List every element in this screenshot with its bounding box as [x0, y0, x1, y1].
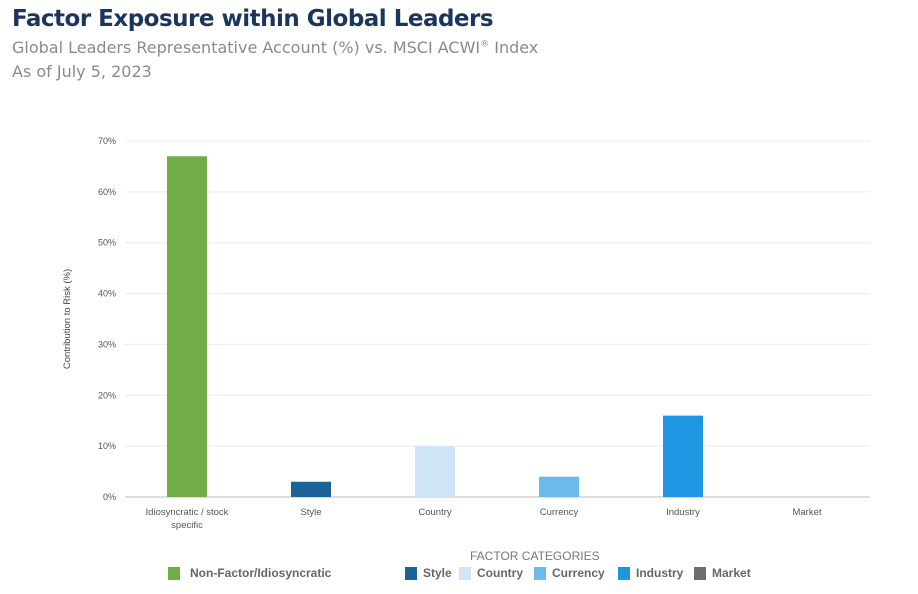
y-tick-label: 50% — [98, 238, 116, 248]
x-tick-label: Idiosyncratic / stock — [146, 507, 229, 518]
legend-swatch — [618, 566, 630, 580]
x-tick-label: Country — [418, 507, 452, 518]
legend-item[interactable]: Currency — [534, 566, 605, 580]
x-tick-label: Style — [300, 507, 321, 518]
legend-swatch — [459, 566, 471, 580]
y-tick-label: 30% — [98, 339, 116, 349]
bar-industry — [663, 415, 703, 497]
legend-label: Non-Factor/Idiosyncratic — [190, 566, 332, 580]
bar-currency — [539, 476, 579, 497]
as-of-date: As of July 5, 2023 — [12, 62, 152, 81]
legend-label: Market — [712, 566, 751, 580]
legend-swatch — [534, 566, 546, 580]
y-tick-label: 60% — [98, 187, 116, 197]
bar-country — [415, 446, 455, 497]
x-tick-label: Currency — [540, 507, 579, 518]
legend-swatch — [694, 566, 706, 580]
legend-title: FACTOR CATEGORIES — [470, 549, 600, 563]
x-tick-label: Industry — [666, 507, 700, 518]
bar-idiosyncratic-stock — [167, 156, 207, 497]
subtitle-text: Global Leaders Representative Account (%… — [12, 38, 481, 57]
legend-item[interactable]: Style — [405, 566, 452, 580]
registered-mark: ® — [480, 39, 490, 50]
legend-swatch — [405, 566, 417, 580]
y-axis-label: Contribution to Risk (%) — [62, 269, 73, 369]
legend-item[interactable]: Industry — [618, 566, 683, 580]
legend-item[interactable]: Market — [694, 566, 751, 580]
legend-label: Country — [477, 566, 523, 580]
legend-label: Currency — [552, 566, 605, 580]
y-tick-label: 20% — [98, 390, 116, 400]
legend-label: Industry — [636, 566, 684, 580]
y-tick-label: 0% — [103, 492, 116, 502]
x-tick-label: specific — [171, 520, 203, 531]
y-tick-label: 40% — [98, 289, 116, 299]
legend-swatch — [168, 566, 180, 580]
legend-label: Style — [423, 566, 452, 580]
subtitle-end: Index — [489, 38, 539, 57]
legend-item[interactable]: Non-Factor/Idiosyncratic — [168, 566, 331, 580]
page-title: Factor Exposure within Global Leaders — [12, 6, 494, 32]
x-tick-label: Market — [792, 507, 821, 518]
bar-style — [291, 481, 331, 497]
y-tick-label: 10% — [98, 441, 116, 451]
subtitle: Global Leaders Representative Account (%… — [12, 38, 538, 57]
legend-item[interactable]: Country — [459, 566, 523, 580]
y-tick-label: 70% — [98, 136, 116, 146]
